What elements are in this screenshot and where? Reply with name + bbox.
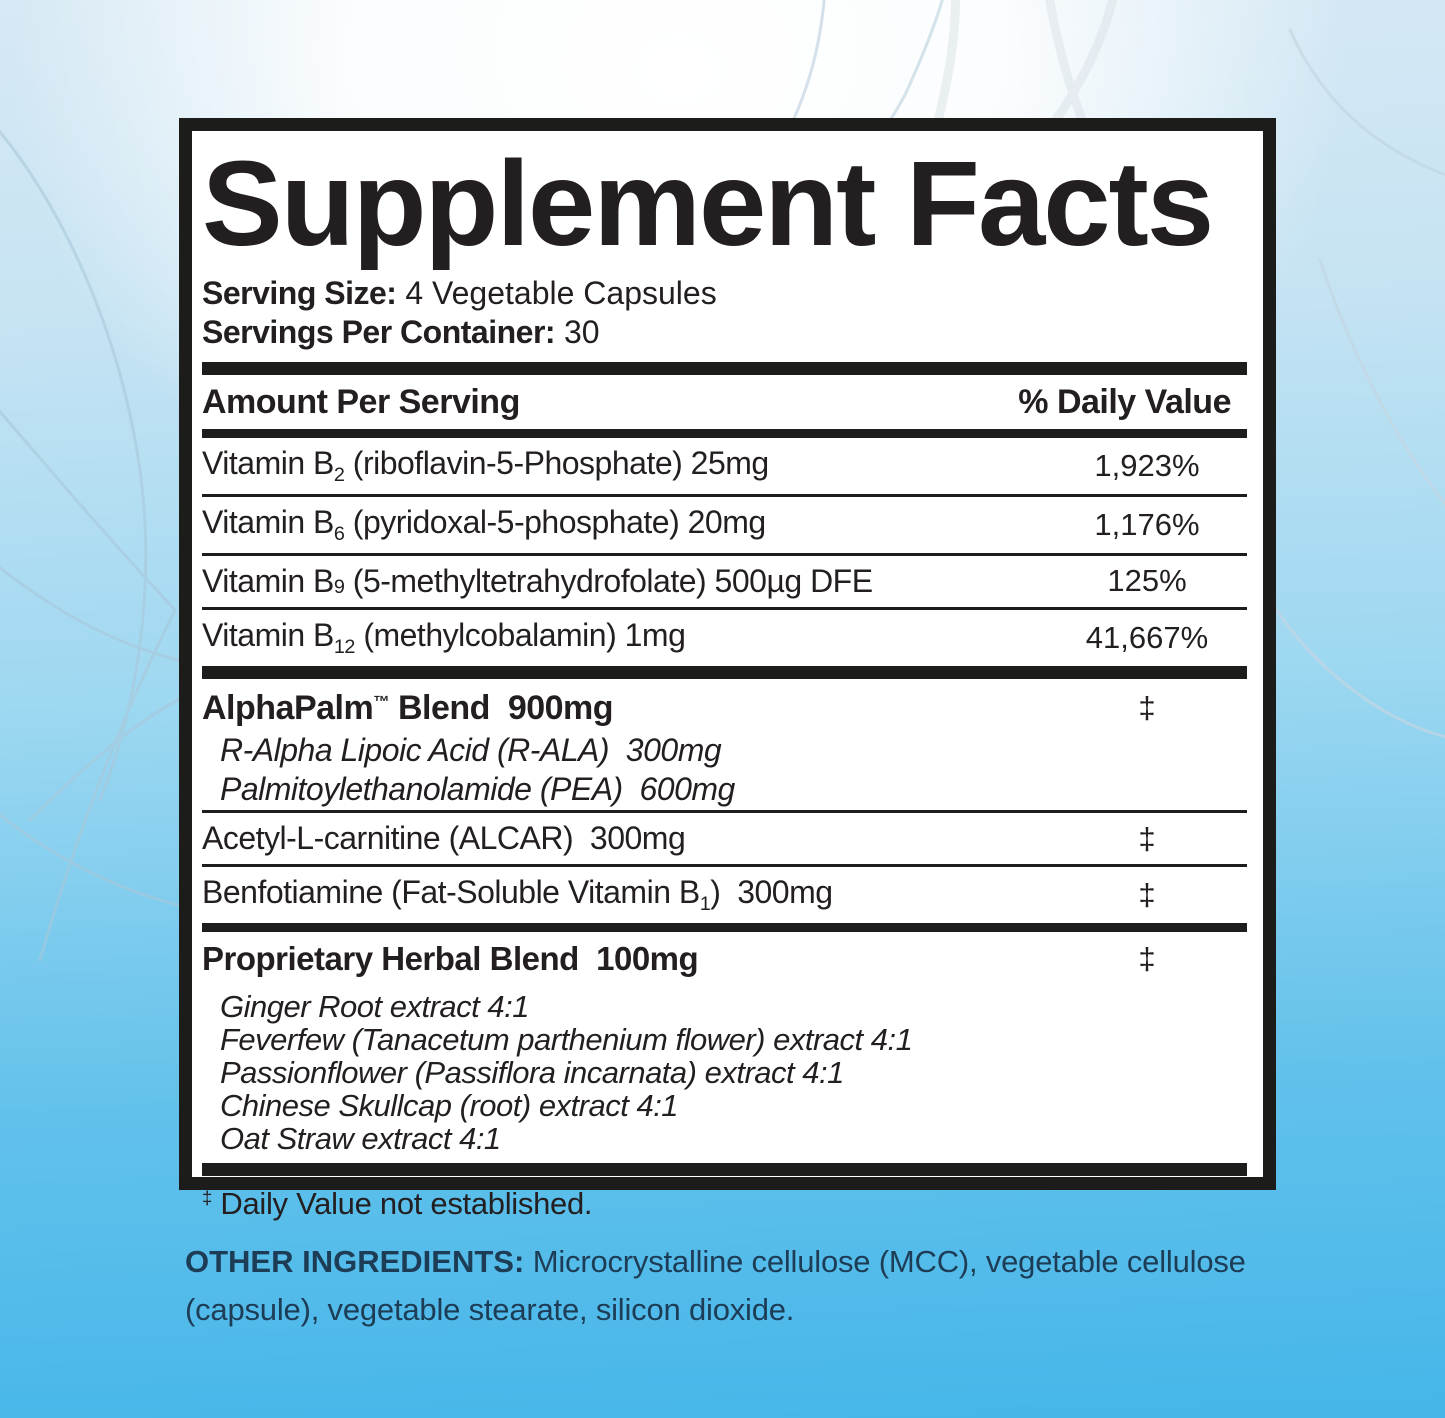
panel-title: Supplement Facts	[202, 135, 1214, 271]
spacer	[202, 1155, 1247, 1163]
ingredient-name: Ginger Root extract 4:1	[220, 989, 530, 1025]
facts-rows: Vitamin B2 (riboflavin-5-Phosphate) 25mg…	[202, 438, 1247, 1177]
other-ingredients: OTHER INGREDIENTS: Microcrystalline cell…	[185, 1238, 1265, 1334]
daily-value-header: % Daily Value	[1018, 382, 1231, 421]
ingredient-name: Vitamin B6 (pyridoxal-5-phosphate) 20mg	[202, 503, 766, 545]
facts-row: R-Alpha Lipoic Acid (R-ALA) 300mg	[202, 731, 1247, 771]
daily-value: ‡	[1138, 820, 1156, 856]
subscript: 9	[333, 575, 345, 598]
serving-size-line: Serving Size: 4 Vegetable Capsules	[202, 274, 1247, 313]
separator-medium	[202, 428, 1247, 438]
trademark-symbol: ™	[373, 692, 390, 711]
daily-value: 125%	[1107, 563, 1187, 599]
separator	[202, 606, 1247, 610]
footnote-symbol: ‡	[202, 1186, 213, 1208]
ingredient-name: Vitamin B9 (5-methyltetrahydrofolate) 50…	[202, 562, 873, 599]
serving-size-value: 4 Vegetable Capsules	[396, 274, 717, 311]
panel-content: Supplement Facts Serving Size: 4 Vegetab…	[192, 131, 1263, 1222]
servings-per-container-line: Servings Per Container: 30	[202, 313, 1247, 352]
ingredient-name: Vitamin B12 (methylcobalamin) 1mg	[202, 616, 686, 658]
ingredient-name: Proprietary Herbal Blend 100mg	[202, 940, 699, 978]
footnote-text: Daily Value not established.	[212, 1186, 593, 1222]
facts-row: Vitamin B6 (pyridoxal-5-phosphate) 20mg 1…	[202, 497, 1247, 553]
ingredient-name: R-Alpha Lipoic Acid (R-ALA) 300mg	[220, 731, 722, 768]
facts-row: Feverfew (Tanacetum parthenium flower) e…	[202, 1023, 1247, 1056]
daily-value: 1,923%	[1094, 447, 1200, 483]
serving-info: Serving Size: 4 Vegetable Capsules Servi…	[202, 274, 1247, 352]
ingredient-name: Benfotiamine (Fat-Soluble Vitamin B1) 30…	[202, 874, 833, 916]
ingredient-name: Feverfew (Tanacetum parthenium flower) e…	[220, 1022, 913, 1058]
separator	[202, 1163, 1247, 1177]
separator	[202, 665, 1247, 679]
facts-row: Acetyl-L-carnitine (ALCAR) 300mg ‡	[202, 813, 1247, 864]
facts-row: Vitamin B12 (methylcobalamin) 1mg 41,667%	[202, 610, 1247, 666]
separator-heavy	[202, 361, 1247, 375]
facts-row: Benfotiamine (Fat-Soluble Vitamin B1) 30…	[202, 867, 1247, 923]
separator	[202, 923, 1247, 933]
facts-row: Palmitoylethanolamide (PEA) 600mg	[202, 770, 1247, 810]
servings-label: Servings Per Container:	[202, 313, 556, 350]
ingredient-name: Vitamin B2 (riboflavin-5-Phosphate) 25mg	[202, 444, 769, 486]
separator	[202, 552, 1247, 556]
facts-row: Vitamin B9 (5-methyltetrahydrofolate) 50…	[202, 556, 1247, 607]
facts-row: Chinese Skullcap (root) extract 4:1	[202, 1089, 1247, 1122]
ingredient-name: Oat Straw extract 4:1	[220, 1121, 501, 1157]
supplement-facts-panel: Supplement Facts Serving Size: 4 Vegetab…	[179, 118, 1276, 1221]
servings-value: 30	[555, 313, 600, 350]
daily-value: 1,176%	[1094, 506, 1200, 542]
other-ingredients-text: Microcrystalline cellulose (MCC), vegeta…	[185, 1244, 1246, 1327]
ingredient-name: Passionflower (Passiflora incarnata) ext…	[220, 1055, 844, 1091]
facts-row: AlphaPalm™ Blend 900mg ‡	[202, 679, 1247, 731]
ingredient-name: Chinese Skullcap (root) extract 4:1	[220, 1088, 679, 1124]
facts-row: Proprietary Herbal Blend 100mg ‡	[202, 932, 1247, 982]
facts-row: Passionflower (Passiflora incarnata) ext…	[202, 1056, 1247, 1089]
table-header-row: Amount Per Serving % Daily Value	[202, 375, 1247, 429]
daily-value: ‡	[1138, 877, 1156, 913]
facts-row: Ginger Root extract 4:1	[202, 990, 1247, 1023]
subscript: 12	[333, 635, 356, 658]
ingredient-name: Palmitoylethanolamide (PEA) 600mg	[220, 771, 735, 808]
daily-value: ‡	[1138, 941, 1156, 977]
separator	[202, 493, 1247, 497]
amount-per-serving-header: Amount Per Serving	[202, 382, 520, 421]
daily-value: 41,667%	[1085, 619, 1209, 655]
facts-row: Vitamin B2 (riboflavin-5-Phosphate) 25mg…	[202, 438, 1247, 494]
daily-value: ‡	[1138, 690, 1156, 726]
separator	[202, 864, 1247, 868]
facts-row: Oat Straw extract 4:1	[202, 1122, 1247, 1155]
subscript: 2	[333, 463, 345, 486]
ingredient-name: AlphaPalm™ Blend 900mg	[202, 688, 614, 727]
separator	[202, 810, 1247, 814]
ingredient-name: Acetyl-L-carnitine (ALCAR) 300mg	[202, 820, 686, 857]
serving-size-label: Serving Size:	[202, 274, 397, 311]
subscript: 1	[699, 893, 711, 916]
other-ingredients-label: OTHER INGREDIENTS:	[185, 1244, 525, 1279]
subscript: 6	[333, 522, 345, 545]
footnote: ‡ Daily Value not established.	[202, 1176, 1247, 1222]
